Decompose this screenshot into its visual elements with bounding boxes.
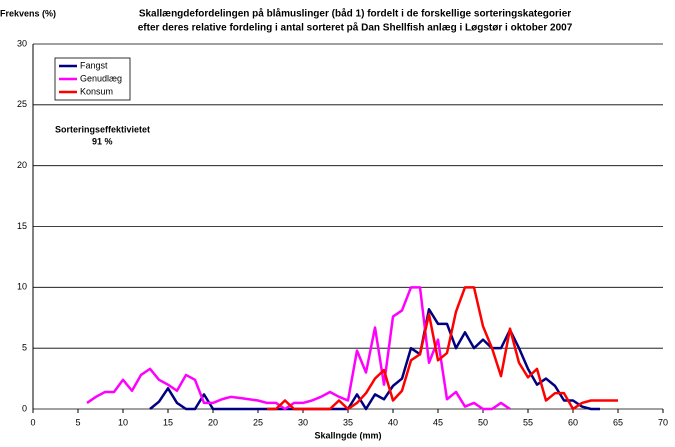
x-axis-label: Skallngde (mm) bbox=[314, 430, 381, 440]
y-tick-label: 15 bbox=[17, 221, 27, 231]
x-tick-label: 0 bbox=[30, 417, 35, 427]
series-line bbox=[149, 307, 600, 411]
x-tick-label: 5 bbox=[75, 417, 80, 427]
x-tick-label: 40 bbox=[388, 417, 398, 427]
legend-label: Konsum bbox=[80, 86, 113, 96]
x-tick-label: 20 bbox=[208, 417, 218, 427]
y-tick-label: 30 bbox=[17, 38, 27, 48]
y-tick-label: 25 bbox=[17, 99, 27, 109]
y-tick-label: 20 bbox=[17, 160, 27, 170]
x-tick-label: 25 bbox=[253, 417, 263, 427]
x-tick-label: 15 bbox=[163, 417, 173, 427]
y-tick-label: 10 bbox=[17, 282, 27, 292]
x-tick-label: 55 bbox=[523, 417, 533, 427]
x-tick-label: 45 bbox=[433, 417, 443, 427]
chart-title: efter deres relative fordeling i antal s… bbox=[138, 22, 573, 34]
chart-title: Skallængdefordelingen på blåmuslinger (b… bbox=[139, 8, 571, 20]
legend-label: Fangst bbox=[80, 60, 108, 70]
annotation: Sorteringseffektivietet bbox=[55, 124, 150, 134]
x-tick-label: 10 bbox=[118, 417, 128, 427]
legend-label: Genudlæg bbox=[80, 73, 122, 83]
x-tick-label: 50 bbox=[478, 417, 488, 427]
series-line bbox=[267, 286, 618, 411]
x-tick-label: 60 bbox=[568, 417, 578, 427]
y-axis-label: Frekvens (%) bbox=[0, 8, 56, 18]
x-tick-label: 65 bbox=[613, 417, 623, 427]
x-tick-label: 70 bbox=[658, 417, 668, 427]
series-line bbox=[86, 286, 511, 411]
x-tick-label: 35 bbox=[343, 417, 353, 427]
annotation: 91 % bbox=[92, 136, 113, 146]
x-tick-label: 30 bbox=[298, 417, 308, 427]
y-tick-label: 5 bbox=[22, 343, 27, 353]
y-tick-label: 0 bbox=[22, 403, 27, 413]
